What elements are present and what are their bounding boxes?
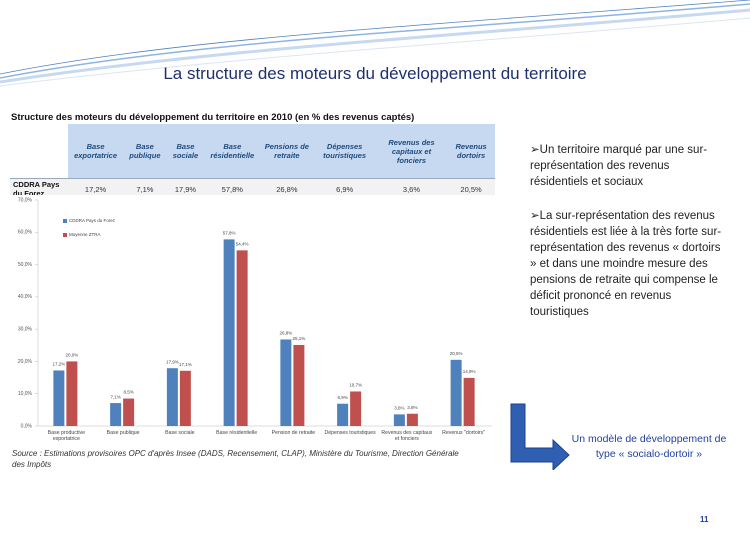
data-label: 20,0% [65,353,78,358]
table-header-row: Base exportatrice Base publique Base socia… [10,124,495,179]
x-tick-label: Pension de retraite [271,430,316,436]
source-note: Source : Estimations provisoires OPC d'a… [12,449,459,469]
data-label: 8,5% [123,390,133,395]
table-header: Dépenses touristiques [313,124,376,179]
data-label: 17,9% [166,359,179,364]
bar [179,370,191,426]
x-tick-label: Base productive exportatrice [47,430,85,442]
table-cell: 17,9% [166,178,205,200]
table-header: Base publique [123,124,167,179]
y-tick-label: 0,0% [21,423,33,429]
table-header: Base résidentielle [204,124,261,179]
bar [350,391,362,426]
bar [66,361,78,426]
y-tick-label: 50,0% [18,262,33,268]
data-label: 14,9% [463,369,476,374]
bar [463,377,475,426]
table-header: Base sociale [166,124,205,179]
data-label: 6,9% [337,395,347,400]
table-title: Structure des moteurs du développement d… [11,112,415,123]
table-cell: 20,5% [447,178,495,200]
bar [337,403,349,426]
data-label: 54,4% [236,242,249,247]
data-label: 25,1% [292,336,305,341]
legend-swatch [63,219,67,223]
y-tick-label: 30,0% [18,326,33,332]
x-tick-label: Base sociale [165,430,195,436]
y-tick-label: 20,0% [18,359,33,365]
row-label: CDDRA Pays du Forez [10,178,68,200]
chart: 0,0% 10,0% 20,0% 30,0% 40,0% 50,0% 60,0% 70,0% 1… [10,195,495,445]
data-label: 3,6% [394,406,404,411]
bar [166,368,178,426]
bullet-list: Un territoire marqué par une sur-représe… [530,142,722,338]
callout: Un modèle de développement de type « soc… [571,433,727,460]
x-tick-label: Base publique [106,430,140,436]
table-header: Revenus des capitaux et fonciers [375,124,448,179]
x-tick-label: Base résidentielle [216,430,258,436]
bar [393,414,405,426]
x-tick-label: Revenus "dortoirs" [442,430,486,436]
bullet: Un territoire marqué par une sur-représe… [530,142,722,190]
slide-title: La structure des moteurs du développemen… [163,64,587,83]
table-cell: 26,8% [260,178,314,200]
table-cell: 17,2% [67,178,124,200]
chart-svg: 0,0% 10,0% 20,0% 30,0% 40,0% 50,0% 60,0% 70,0% 1… [18,197,492,429]
data-label: 3,8% [407,405,417,410]
data-label: 17,2% [52,362,65,367]
table-cell: 57,8% [204,178,261,200]
x-tick-label: Revenus des capitaux et fonciers [381,430,433,442]
bar [110,403,122,426]
table-cell: 6,9% [313,178,376,200]
data-label: 17,1% [179,362,192,367]
y-tick-label: 70,0% [18,197,33,203]
y-tick-label: 60,0% [18,230,33,236]
table-cell: 3,6% [375,178,448,200]
bar [123,398,135,426]
bullet: La sur-représentation des revenus réside… [530,208,722,320]
table-header: Base exportatrice [67,124,124,179]
data-label: 10,7% [349,383,362,388]
data-label: 7,1% [110,394,120,399]
bar [280,339,292,426]
bar [236,250,248,426]
bar [223,239,235,426]
bar [53,370,65,426]
table-header: Pensions de retraite [260,124,314,179]
x-tick-label: Dépenses touristiques [324,430,376,436]
legend-label: Moyenne ZTRA [69,232,101,237]
data-label: 26,8% [279,331,292,336]
table-row: CDDRA Pays du Forez 17,2% 7,1% 17,9% 57,8% 26… [10,178,495,200]
table-cell: 7,1% [123,178,167,200]
legend-swatch [63,233,67,237]
bar [450,359,462,426]
data-label: 57,8% [223,231,236,236]
bar [293,344,305,426]
arrow-icon [510,403,570,470]
header-swoosh [0,0,750,87]
table-header: Revenus dortoirs [447,124,495,179]
table-corner [10,124,68,179]
legend-label: CDDRA Pays du Forez [69,218,116,223]
page-number: 11 [700,515,709,524]
bar [406,413,418,426]
y-tick-label: 10,0% [18,391,33,397]
y-tick-label: 40,0% [18,294,33,300]
data-label: 20,5% [450,351,463,356]
